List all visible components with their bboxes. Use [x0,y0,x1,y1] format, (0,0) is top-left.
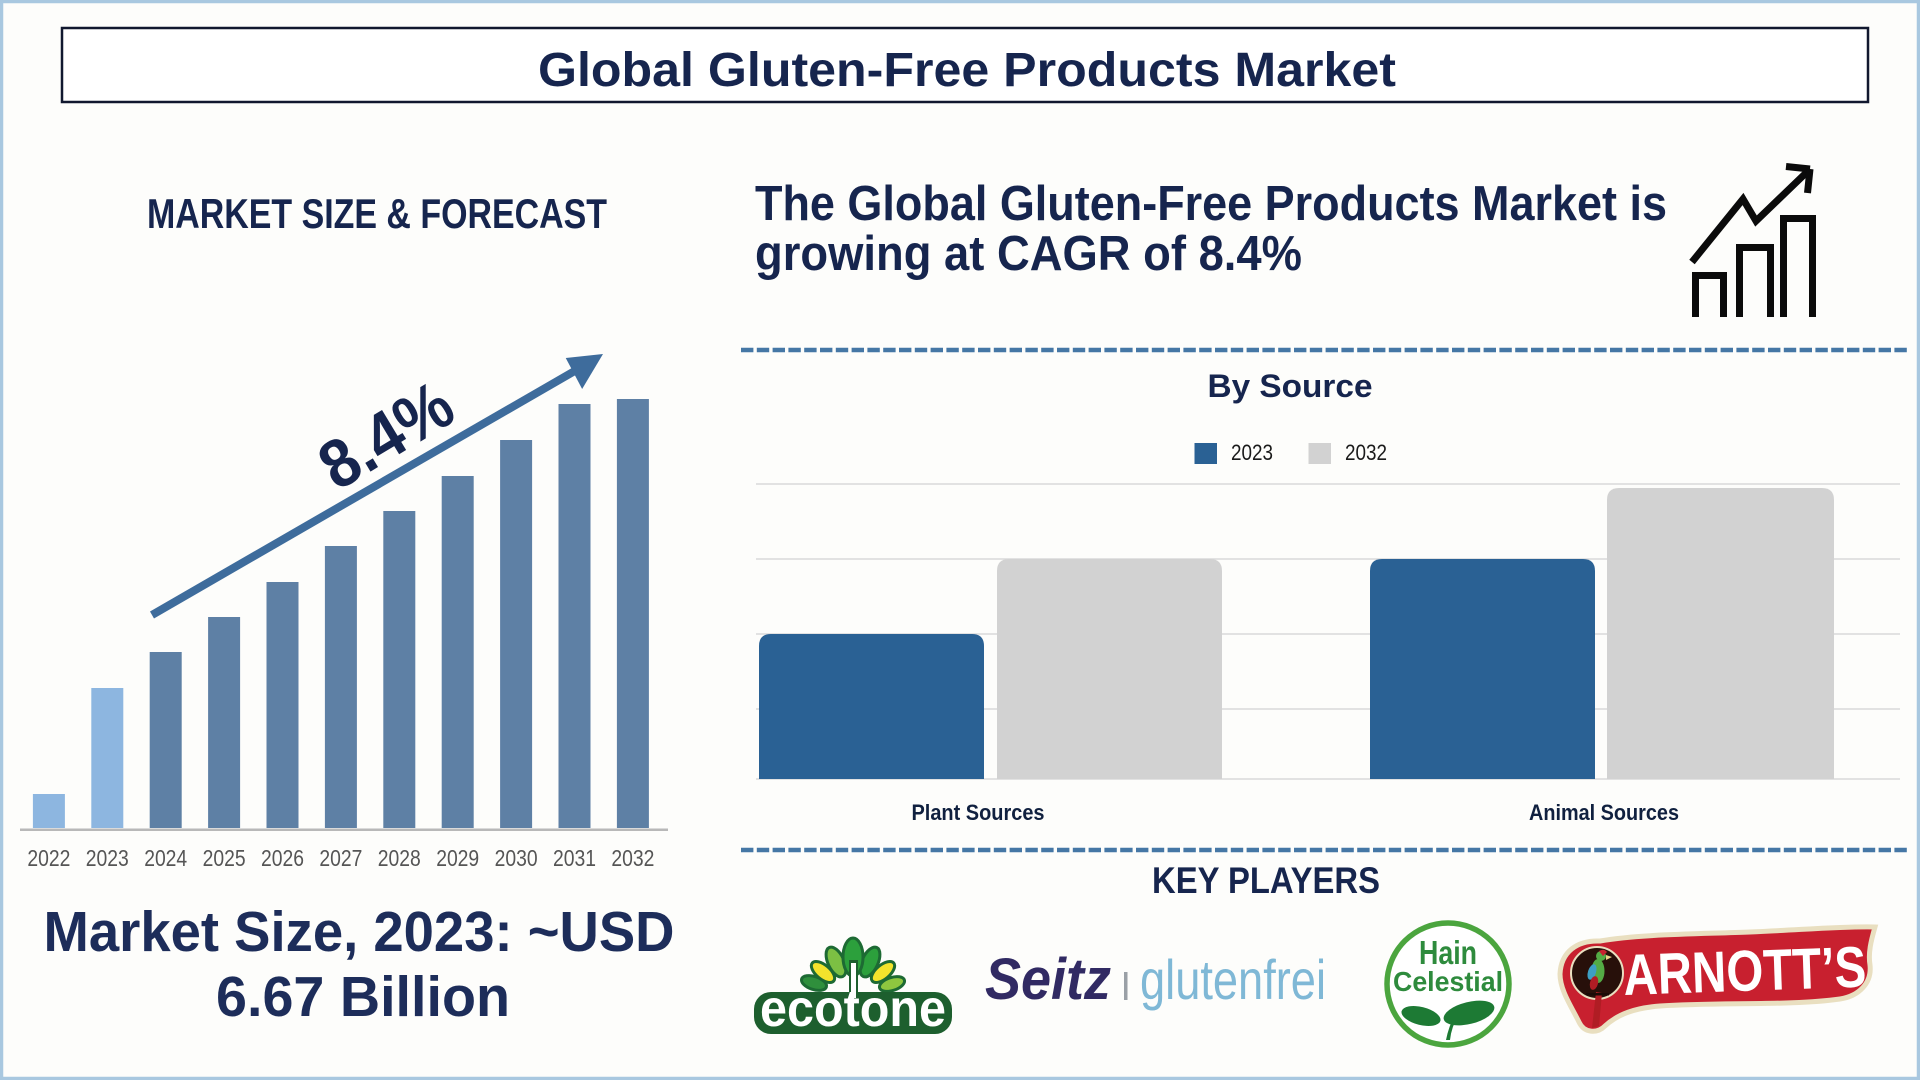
svg-text:2023: 2023 [86,845,129,871]
svg-text:2026: 2026 [261,845,304,871]
svg-text:2030: 2030 [495,845,538,871]
svg-text:Animal Sources: Animal Sources [1529,800,1679,825]
svg-text:2027: 2027 [319,845,362,871]
svg-text:The Global Gluten-Free Product: The Global Gluten-Free Products Market i… [755,177,1667,231]
svg-text:ecotone: ecotone [760,980,946,1038]
svg-text:Plant Sources: Plant Sources [912,800,1045,825]
svg-text:MARKET SIZE & FORECAST: MARKET SIZE & FORECAST [147,190,607,237]
svg-text:Market Size, 2023: ~USD: Market Size, 2023: ~USD [44,900,675,964]
svg-text:KEY PLAYERS: KEY PLAYERS [1152,860,1380,901]
svg-text:By Source: By Source [1208,368,1373,404]
svg-text:2029: 2029 [436,845,479,871]
svg-text:6.67 Billion: 6.67 Billion [216,965,510,1029]
svg-text:2024: 2024 [144,845,187,871]
svg-text:Hain: Hain [1419,934,1477,971]
svg-text:glutenfrei: glutenfrei [1140,948,1326,1011]
svg-text:2023: 2023 [1231,440,1273,465]
svg-text:2031: 2031 [553,845,596,871]
svg-text:Celestial: Celestial [1393,966,1503,997]
svg-text:Seitz: Seitz [985,947,1111,1012]
svg-text:2032: 2032 [1345,440,1387,465]
svg-text:growing at CAGR of 8.4%: growing at CAGR of 8.4% [755,227,1302,281]
svg-text:2022: 2022 [27,845,70,871]
svg-text:2025: 2025 [203,845,246,871]
svg-text:2032: 2032 [611,845,654,871]
svg-text:ARNOTT’S: ARNOTT’S [1622,935,1867,1008]
svg-text:2028: 2028 [378,845,421,871]
svg-text:Global Gluten-Free Products Ma: Global Gluten-Free Products Market [538,44,1396,97]
